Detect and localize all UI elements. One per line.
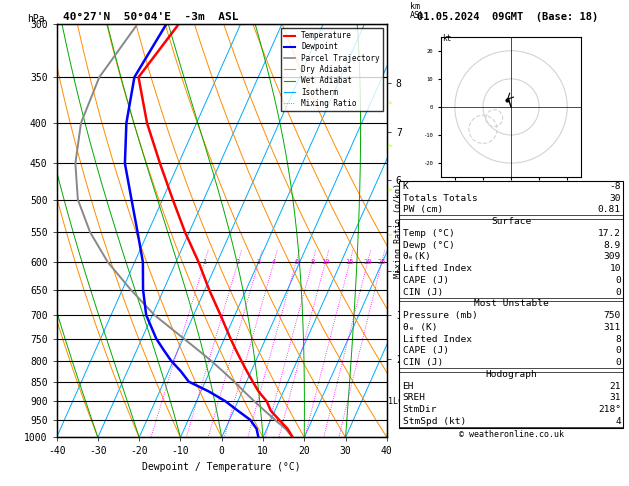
Text: Lifted Index: Lifted Index bbox=[403, 264, 472, 273]
Text: 0: 0 bbox=[615, 347, 621, 355]
Text: 25: 25 bbox=[377, 259, 386, 265]
Text: 20: 20 bbox=[364, 259, 372, 265]
Text: >: > bbox=[388, 100, 392, 106]
Text: 4: 4 bbox=[272, 259, 276, 265]
Text: 21: 21 bbox=[610, 382, 621, 391]
Text: 218°: 218° bbox=[598, 405, 621, 414]
Text: 309: 309 bbox=[604, 253, 621, 261]
Text: 31: 31 bbox=[610, 394, 621, 402]
Text: >: > bbox=[388, 143, 392, 149]
Text: CIN (J): CIN (J) bbox=[403, 358, 443, 367]
Text: CIN (J): CIN (J) bbox=[403, 288, 443, 297]
Text: K: K bbox=[403, 182, 408, 191]
Text: Pressure (mb): Pressure (mb) bbox=[403, 311, 477, 320]
Text: EH: EH bbox=[403, 382, 414, 391]
Text: kt: kt bbox=[442, 34, 452, 43]
Text: 4: 4 bbox=[615, 417, 621, 426]
Text: Dewp (°C): Dewp (°C) bbox=[403, 241, 454, 250]
Text: 0.81: 0.81 bbox=[598, 206, 621, 214]
Text: PW (cm): PW (cm) bbox=[403, 206, 443, 214]
Text: 311: 311 bbox=[604, 323, 621, 332]
X-axis label: Dewpoint / Temperature (°C): Dewpoint / Temperature (°C) bbox=[142, 462, 301, 472]
Text: 30: 30 bbox=[610, 194, 621, 203]
Text: 8: 8 bbox=[310, 259, 314, 265]
Text: θₑ(K): θₑ(K) bbox=[403, 253, 431, 261]
Text: CAPE (J): CAPE (J) bbox=[403, 347, 448, 355]
Text: © weatheronline.co.uk: © weatheronline.co.uk bbox=[459, 430, 564, 439]
Text: 2: 2 bbox=[236, 259, 240, 265]
Legend: Temperature, Dewpoint, Parcel Trajectory, Dry Adiabat, Wet Adiabat, Isotherm, Mi: Temperature, Dewpoint, Parcel Trajectory… bbox=[281, 28, 383, 111]
Text: hPa: hPa bbox=[27, 14, 45, 24]
Text: 0: 0 bbox=[615, 276, 621, 285]
Text: >: > bbox=[388, 233, 392, 239]
Text: Hodograph: Hodograph bbox=[485, 370, 537, 379]
Text: StmDir: StmDir bbox=[403, 405, 437, 414]
Text: θₑ (K): θₑ (K) bbox=[403, 323, 437, 332]
Text: 1LCL: 1LCL bbox=[388, 397, 408, 406]
Text: CAPE (J): CAPE (J) bbox=[403, 276, 448, 285]
Text: Surface: Surface bbox=[491, 217, 531, 226]
Text: 3: 3 bbox=[257, 259, 261, 265]
Text: StmSpd (kt): StmSpd (kt) bbox=[403, 417, 466, 426]
Text: 6: 6 bbox=[294, 259, 298, 265]
Text: Temp (°C): Temp (°C) bbox=[403, 229, 454, 238]
Text: SREH: SREH bbox=[403, 394, 426, 402]
Text: 10: 10 bbox=[610, 264, 621, 273]
Text: 0: 0 bbox=[615, 358, 621, 367]
Text: 1: 1 bbox=[203, 259, 207, 265]
Text: 17.2: 17.2 bbox=[598, 229, 621, 238]
Text: Mixing Ratio (g/kg): Mixing Ratio (g/kg) bbox=[394, 183, 403, 278]
Text: >: > bbox=[388, 188, 392, 193]
Text: km
ASL: km ASL bbox=[410, 2, 425, 20]
Text: 15: 15 bbox=[345, 259, 354, 265]
Text: Most Unstable: Most Unstable bbox=[474, 299, 548, 309]
Text: 8.9: 8.9 bbox=[604, 241, 621, 250]
Text: 750: 750 bbox=[604, 311, 621, 320]
Text: 10: 10 bbox=[321, 259, 330, 265]
Text: Totals Totals: Totals Totals bbox=[403, 194, 477, 203]
Text: -8: -8 bbox=[610, 182, 621, 191]
Text: 8: 8 bbox=[615, 335, 621, 344]
Text: 40°27'N  50°04'E  -3m  ASL: 40°27'N 50°04'E -3m ASL bbox=[63, 12, 238, 22]
Text: Lifted Index: Lifted Index bbox=[403, 335, 472, 344]
Text: 0: 0 bbox=[615, 288, 621, 297]
Text: 01.05.2024  09GMT  (Base: 18): 01.05.2024 09GMT (Base: 18) bbox=[417, 12, 599, 22]
